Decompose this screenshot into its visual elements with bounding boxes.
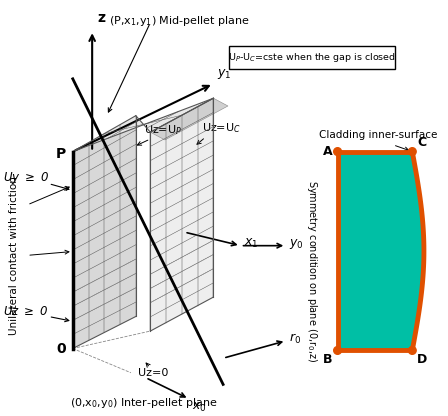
Text: Uz=0: Uz=0: [138, 368, 168, 378]
Polygon shape: [151, 98, 213, 331]
Text: r$_0$: r$_0$: [289, 332, 302, 346]
Polygon shape: [73, 116, 136, 349]
Text: A: A: [323, 145, 333, 158]
Polygon shape: [151, 98, 228, 140]
Polygon shape: [73, 98, 213, 151]
Text: $Uy$ $\geq$ 0: $Uy$ $\geq$ 0: [3, 170, 49, 186]
Text: x$_0$: x$_0$: [192, 401, 207, 414]
Text: y$_0$: y$_0$: [289, 237, 304, 251]
Circle shape: [334, 148, 341, 156]
Text: C: C: [417, 136, 426, 149]
FancyBboxPatch shape: [229, 46, 395, 69]
Text: 0: 0: [56, 342, 66, 356]
Text: $Uz$ $\geq$ 0: $Uz$ $\geq$ 0: [3, 305, 48, 318]
Circle shape: [409, 347, 416, 354]
Text: Unilateral contact with friction: Unilateral contact with friction: [9, 176, 18, 335]
Text: x$_1$: x$_1$: [245, 237, 259, 250]
Text: P: P: [56, 146, 66, 161]
Text: Uz=U$_P$: Uz=U$_P$: [143, 123, 182, 137]
Text: (P,x$_1$,y$_1$) Mid-pellet plane: (P,x$_1$,y$_1$) Mid-pellet plane: [109, 14, 250, 28]
Text: U$_P$-U$_C$=cste when the gap is closed: U$_P$-U$_C$=cste when the gap is closed: [228, 51, 396, 64]
Text: Cladding inner-surface: Cladding inner-surface: [319, 130, 438, 140]
Circle shape: [334, 347, 341, 354]
Text: (0,x$_0$,y$_0$) Inter-pellet plane: (0,x$_0$,y$_0$) Inter-pellet plane: [70, 396, 217, 410]
Text: z: z: [97, 12, 105, 25]
Circle shape: [409, 148, 416, 156]
Text: Symmetry condition on plane (0,r$_0$,z): Symmetry condition on plane (0,r$_0$,z): [306, 180, 319, 362]
Text: B: B: [323, 353, 333, 366]
Text: D: D: [417, 353, 427, 366]
Text: y$_1$: y$_1$: [217, 67, 232, 81]
Polygon shape: [338, 151, 424, 350]
Text: Uz=U$_C$: Uz=U$_C$: [202, 121, 241, 135]
